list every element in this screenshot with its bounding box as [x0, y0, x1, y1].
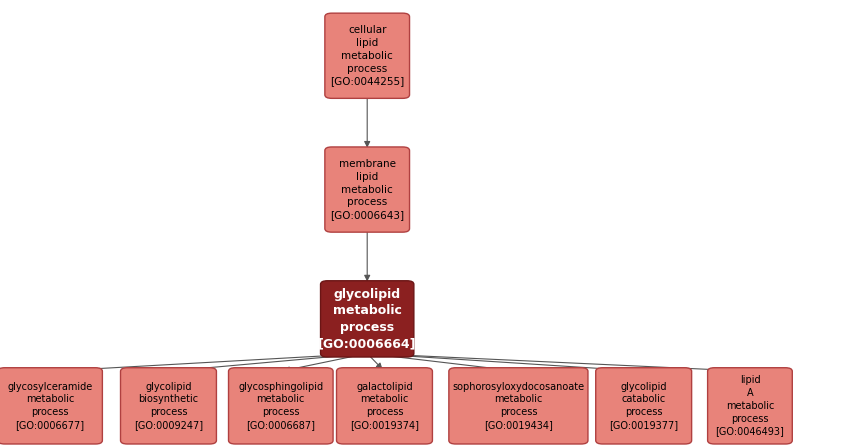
Text: glycolipid
catabolic
process
[GO:0019377]: glycolipid catabolic process [GO:0019377… [609, 382, 678, 430]
FancyBboxPatch shape [595, 368, 691, 444]
FancyBboxPatch shape [325, 13, 410, 99]
Text: sophorosyloxydocosanoate
metabolic
process
[GO:0019434]: sophorosyloxydocosanoate metabolic proce… [453, 382, 584, 430]
FancyBboxPatch shape [708, 368, 792, 444]
Text: glycosphingolipid
metabolic
process
[GO:0006687]: glycosphingolipid metabolic process [GO:… [238, 382, 323, 430]
FancyBboxPatch shape [325, 147, 410, 232]
Text: glycolipid
metabolic
process
[GO:0006664]: glycolipid metabolic process [GO:0006664… [318, 288, 416, 350]
Text: cellular
lipid
metabolic
process
[GO:0044255]: cellular lipid metabolic process [GO:004… [330, 25, 404, 87]
Text: glycosylceramide
metabolic
process
[GO:0006677]: glycosylceramide metabolic process [GO:0… [8, 382, 92, 430]
FancyBboxPatch shape [449, 368, 588, 444]
FancyBboxPatch shape [337, 368, 433, 444]
FancyBboxPatch shape [0, 368, 102, 444]
Text: glycolipid
biosynthetic
process
[GO:0009247]: glycolipid biosynthetic process [GO:0009… [134, 382, 203, 430]
FancyBboxPatch shape [321, 281, 414, 357]
Text: lipid
A
metabolic
process
[GO:0046493]: lipid A metabolic process [GO:0046493] [715, 375, 785, 437]
FancyBboxPatch shape [120, 368, 216, 444]
FancyBboxPatch shape [228, 368, 334, 444]
Text: membrane
lipid
metabolic
process
[GO:0006643]: membrane lipid metabolic process [GO:000… [330, 159, 404, 220]
Text: galactolipid
metabolic
process
[GO:0019374]: galactolipid metabolic process [GO:00193… [350, 382, 419, 430]
